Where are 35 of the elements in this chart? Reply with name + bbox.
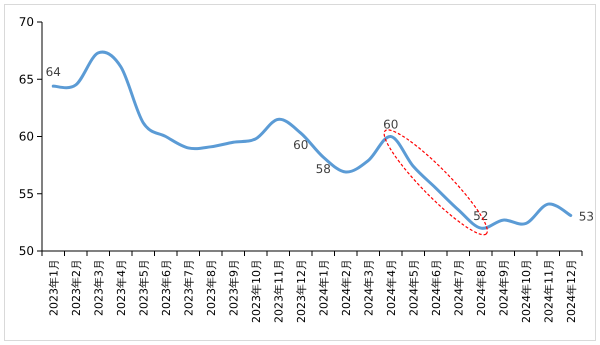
x-tick-label: 2024年7月 <box>452 259 466 316</box>
x-tick-label: 2024年9月 <box>497 259 510 316</box>
x-tick-label: 2024年1月 <box>317 259 330 316</box>
x-tick-label: 2023年2月 <box>70 259 83 316</box>
x-tick-label: 2024年6月 <box>430 259 443 316</box>
y-tick-label: 65 <box>18 72 34 86</box>
x-tick-label: 2024年2月 <box>340 259 353 316</box>
x-tick-label: 2023年9月 <box>227 259 240 316</box>
x-tick-label: 2023年5月 <box>137 259 150 316</box>
x-tick-label: 2023年12月 <box>294 259 308 323</box>
data-label: 53 <box>578 210 594 224</box>
y-tick-label: 55 <box>18 186 34 201</box>
data-label: 58 <box>316 162 331 176</box>
x-tick-label: 2024年4月 <box>384 259 398 316</box>
x-tick-label: 2023年8月 <box>204 259 218 316</box>
x-tick-label: 2024年11月 <box>542 259 556 323</box>
x-tick-label: 2023年6月 <box>160 259 173 316</box>
data-label: 64 <box>46 65 61 80</box>
x-tick-label: 2024年3月 <box>362 259 376 316</box>
x-tick-label: 2023年3月 <box>92 259 106 316</box>
y-tick-label: 50 <box>18 244 34 258</box>
x-tick-label: 2023年11月 <box>272 259 286 323</box>
x-tick-label: 2024年5月 <box>407 259 420 316</box>
data-label: 52 <box>473 209 488 224</box>
data-label: 60 <box>293 138 308 152</box>
x-tick-label: 2024年12月 <box>564 259 578 323</box>
y-tick-label: 70 <box>18 15 34 29</box>
x-tick-label: 2024年8月 <box>474 259 488 316</box>
x-tick-label: 2023年1月 <box>47 259 60 316</box>
x-tick-label: 2023年7月 <box>182 259 196 316</box>
x-tick-label: 2023年10月 <box>250 259 263 323</box>
x-tick-label: 2023年4月 <box>114 259 128 316</box>
data-label: 60 <box>383 118 398 132</box>
y-tick-label: 60 <box>18 130 34 144</box>
x-tick-label: 2024年10月 <box>520 259 533 323</box>
